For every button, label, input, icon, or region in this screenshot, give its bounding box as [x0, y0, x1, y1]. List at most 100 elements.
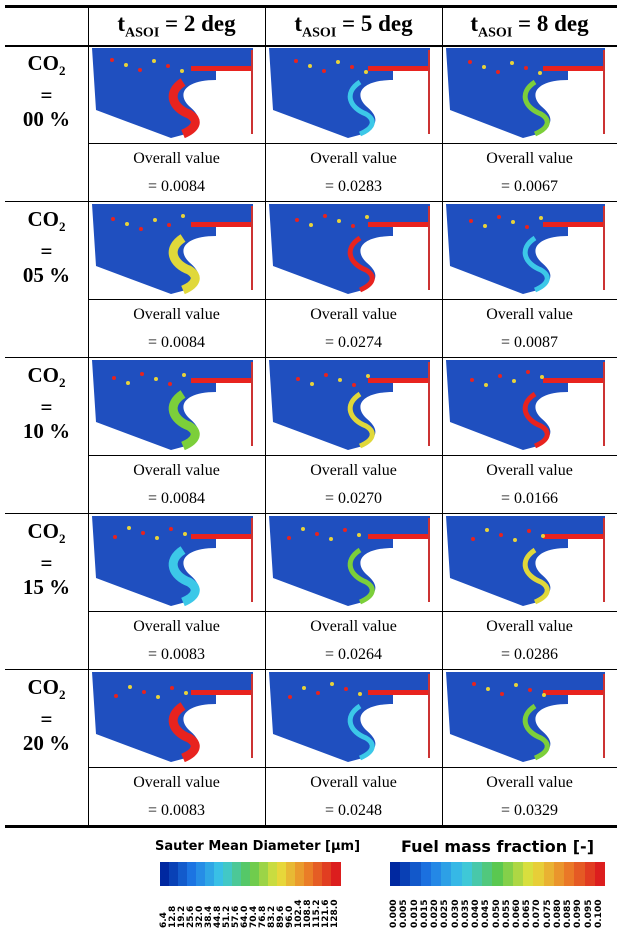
legend-swatch	[250, 862, 260, 886]
image-shape	[543, 534, 603, 539]
value-cell: Overall value = 0.0286	[442, 611, 617, 669]
image-shape	[428, 206, 430, 290]
legend-tick-text: 76.8	[257, 905, 268, 928]
legend-swatch	[304, 862, 314, 886]
table-line	[88, 455, 617, 456]
legend-tick-text: 6.4	[158, 912, 169, 928]
value-cell: Overall value = 0.0083	[88, 767, 265, 825]
legend-swatch	[564, 862, 575, 886]
legend-swatch	[196, 862, 206, 886]
image-shape	[486, 687, 490, 691]
image-shape	[539, 216, 543, 220]
value-number: = 0.0329	[500, 802, 559, 819]
image-shape	[141, 531, 145, 535]
row-label: CO2 = 20 %	[5, 669, 88, 767]
image-shape	[181, 214, 185, 218]
image-shape	[603, 206, 605, 290]
legend-swatch	[241, 862, 251, 886]
image-shape	[428, 362, 430, 446]
legend-swatch	[574, 862, 586, 886]
image-shape	[126, 381, 130, 385]
image-shape	[365, 215, 369, 219]
row-label: CO2 = 10 %	[5, 357, 88, 455]
simulation-image	[446, 204, 605, 294]
legend-tick-text: 0.025	[440, 899, 451, 928]
value-caption: Overall value	[486, 774, 573, 791]
row-label-pct: 00 %	[22, 107, 71, 132]
image-shape	[603, 362, 605, 446]
image-shape	[338, 378, 342, 382]
image-shape	[344, 687, 348, 691]
legend-tick-text: 19.2	[176, 905, 187, 928]
simulation-image	[446, 516, 605, 606]
column-header: tASOI = 8 deg	[442, 5, 617, 45]
header-rest: = 5 deg	[342, 11, 413, 36]
table-line	[5, 825, 617, 828]
table-line	[88, 299, 617, 300]
image-shape	[308, 64, 312, 68]
image-shape	[111, 217, 115, 221]
row-label-eq: =	[40, 551, 53, 576]
legend-swatch	[553, 862, 565, 886]
image-shape	[140, 372, 144, 376]
image-shape	[139, 227, 143, 231]
image-shape	[524, 66, 528, 70]
image-shape	[347, 235, 375, 293]
legend-swatch	[420, 862, 432, 886]
image-shape	[329, 537, 333, 541]
row-label-main: CO	[27, 363, 60, 387]
image-shape	[124, 63, 128, 67]
legend-tick-text: 0.015	[419, 899, 430, 928]
image-shape	[315, 532, 319, 536]
image-shape	[330, 682, 334, 686]
value-number: = 0.0083	[147, 802, 206, 819]
image-shape	[522, 547, 550, 605]
simulation-image	[269, 516, 430, 606]
legend-title-text: Sauter Mean Diameter [μm]	[155, 839, 361, 854]
simulation-image	[92, 516, 253, 607]
value-caption: Overall value	[133, 774, 220, 791]
legend-tick-text: 0.055	[501, 899, 512, 928]
image-shape	[496, 70, 500, 74]
image-shape	[522, 703, 550, 761]
image-shape	[251, 362, 253, 446]
legend-swatch	[533, 862, 545, 886]
legend-tick-text: 0.060	[511, 899, 522, 928]
legend-swatch	[277, 862, 287, 886]
image-shape	[191, 690, 251, 695]
image-shape	[472, 682, 476, 686]
image-shape	[142, 690, 146, 694]
legend-tick-text: 0.075	[542, 899, 553, 928]
image-shape	[352, 383, 356, 387]
value-caption: Overall value	[310, 150, 397, 167]
simulation-image	[446, 360, 605, 450]
legend-tick-text: 0.050	[491, 899, 502, 928]
value-number: = 0.0067	[500, 178, 559, 195]
legend-swatch	[259, 862, 269, 886]
image-shape	[296, 377, 300, 381]
image-shape	[154, 377, 158, 381]
legend-tick-text: 0.045	[481, 899, 492, 928]
table-line	[265, 5, 266, 825]
image-shape	[169, 527, 173, 531]
legend-tick-text: 0.030	[450, 899, 461, 928]
legend-swatch	[169, 862, 179, 886]
value-cell: Overall value = 0.0329	[442, 767, 617, 825]
simulation-image	[446, 672, 605, 762]
image-shape	[170, 686, 174, 690]
legend-tick-text: 121.6	[320, 899, 331, 928]
simulation-image	[269, 360, 430, 450]
row-label: CO2 = 05 %	[5, 201, 88, 299]
table-line	[88, 5, 89, 825]
legend-tick-text: 102.4	[293, 899, 304, 928]
image-shape	[526, 370, 530, 374]
value-cell: Overall value = 0.0248	[265, 767, 442, 825]
image-shape	[470, 378, 474, 382]
image-shape	[294, 59, 298, 63]
value-caption: Overall value	[486, 150, 573, 167]
value-caption: Overall value	[133, 462, 220, 479]
image-shape	[251, 518, 253, 602]
legend-tick-text: 115.2	[311, 899, 322, 928]
legend-tick-label: 128.0	[330, 890, 342, 928]
value-cell: Overall value = 0.0083	[88, 611, 265, 669]
